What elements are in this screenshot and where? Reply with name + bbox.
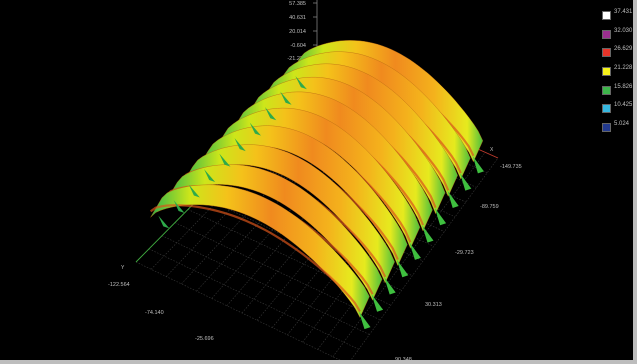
legend: 37.431 32.030 26.629 21.228 15.826 10.425 5.02…: [602, 8, 636, 139]
legend-entry: 5.024: [602, 120, 636, 139]
legend-label: 5.024: [614, 121, 630, 128]
legend-label: 26.629: [614, 46, 633, 53]
grid-line: [347, 157, 499, 364]
surface-edge: [158, 215, 170, 229]
legend-entry: 21.228: [602, 64, 636, 83]
surface-edge: [249, 122, 262, 136]
surface-edge: [265, 107, 277, 121]
surface-ridge: [165, 164, 383, 301]
surface-edge: [173, 200, 185, 213]
surface-edge: [295, 76, 307, 90]
surface-edge: [234, 138, 246, 152]
legend-label: 10.425: [614, 102, 633, 109]
surface-edge: [409, 242, 421, 260]
x-axis-label: Y: [121, 265, 125, 271]
legend-label: 37.431: [614, 9, 633, 15]
legend-entry: 10.425: [602, 101, 636, 120]
legend-swatch: [602, 11, 611, 20]
surface-ridge: [150, 184, 370, 318]
y-tick-label: -149.735: [500, 164, 522, 170]
grid-line: [302, 140, 460, 343]
z-tick-label: 57.385: [289, 1, 306, 7]
surface-edge: [396, 259, 409, 278]
legend-swatch: [602, 48, 611, 58]
surface-plot: [149, 40, 484, 330]
legend-swatch: [602, 104, 611, 114]
x-tick-label: -122.564: [108, 282, 130, 288]
legend-swatch: [602, 67, 611, 77]
grid-line: [332, 152, 486, 357]
z-tick-label: -0.604: [290, 43, 306, 49]
surface-edge: [422, 225, 434, 243]
surface-edge: [219, 153, 231, 167]
grid-line: [317, 146, 473, 350]
grid-line: [166, 89, 344, 277]
surface-edge: [447, 190, 459, 208]
surface-edge: [434, 207, 447, 226]
surface-edge: [358, 311, 371, 330]
z-tick-label: 40.631: [289, 15, 306, 21]
surface-ridge: [180, 144, 395, 284]
grid-line: [200, 196, 402, 291]
grid-line: [272, 129, 434, 328]
x-tick-label: -74.140: [145, 310, 164, 316]
y-tick-label: 30.313: [425, 302, 442, 308]
legend-swatch: [602, 123, 611, 133]
surface-trough: [149, 204, 361, 313]
y-tick-label: -29.723: [455, 250, 474, 256]
surface-edge: [280, 91, 292, 105]
grid-line: [181, 94, 357, 285]
x-tick-label: -25.696: [195, 336, 214, 342]
legend-entry: 37.431: [602, 8, 636, 27]
legend-entry: 32.030: [602, 27, 636, 46]
surface-edge: [204, 169, 216, 183]
legend-label: 21.228: [614, 65, 633, 72]
y-tick-label: -89.759: [480, 204, 499, 210]
legend-entry: 26.629: [602, 45, 636, 64]
surface-edge: [460, 173, 472, 191]
legend-label: 15.826: [614, 83, 633, 90]
grid-line: [174, 222, 381, 321]
surface-edge: [188, 184, 200, 198]
legend-swatch: [602, 29, 611, 39]
x-tick-label: 90.348: [395, 357, 412, 363]
surface-edge: [472, 156, 484, 174]
legend-label: 32.030: [614, 27, 633, 34]
z-tick-label: 20.014: [289, 29, 306, 35]
legend-entry: 15.826: [602, 83, 636, 102]
y-axis-label: X: [490, 147, 494, 153]
z-tick-label: -21.221: [287, 56, 306, 62]
surface-edge: [371, 294, 384, 312]
legend-swatch: [602, 85, 611, 95]
grid-line: [287, 134, 447, 336]
surface-edge: [384, 276, 396, 295]
